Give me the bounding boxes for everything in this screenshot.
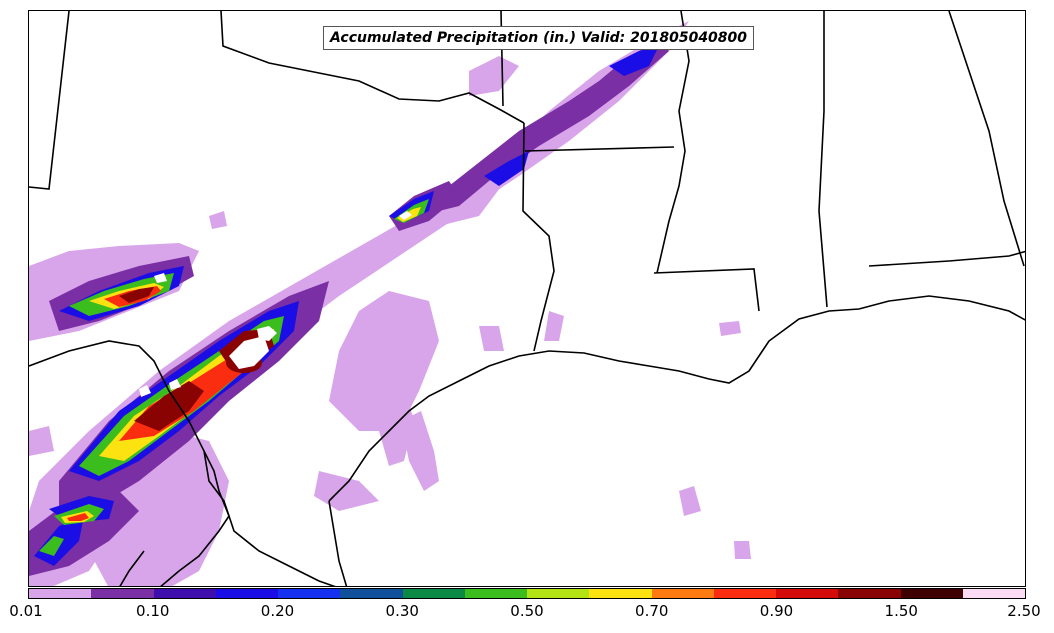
colorbar-tick-label: 0.01 bbox=[9, 602, 43, 620]
colorbar-segment bbox=[713, 589, 776, 598]
colorbar-tick-label: 0.10 bbox=[136, 602, 170, 620]
colorbar-segment bbox=[900, 589, 963, 598]
colorbar-segment bbox=[651, 589, 714, 598]
colorbar-segment bbox=[589, 589, 652, 598]
colorbar-segment bbox=[402, 589, 465, 598]
colorbar-segment bbox=[153, 589, 216, 598]
colorbar-segment bbox=[91, 589, 154, 598]
colorbar-tick-label: 0.70 bbox=[635, 602, 669, 620]
colorbar-segment bbox=[340, 589, 403, 598]
map-title: Accumulated Precipitation (in.) Valid: 2… bbox=[323, 26, 755, 50]
colorbar-tick-label: 0.50 bbox=[510, 602, 544, 620]
colorbar-tick-label: 0.20 bbox=[260, 602, 295, 620]
colorbar bbox=[28, 588, 1026, 599]
colorbar-tick-label: 1.50 bbox=[884, 602, 918, 620]
colorbar-tick-label: 0.90 bbox=[759, 602, 794, 620]
map-canvas bbox=[29, 11, 1025, 586]
colorbar-segment bbox=[464, 589, 527, 598]
colorbar-segment bbox=[278, 589, 341, 598]
precipitation-map: Accumulated Precipitation (in.) Valid: 2… bbox=[28, 10, 1026, 587]
precip-max-cores bbox=[139, 211, 412, 397]
colorbar-segment bbox=[29, 589, 92, 598]
colorbar-tick-label: 2.50 bbox=[1007, 602, 1041, 620]
map-boundaries bbox=[29, 11, 1025, 586]
colorbar-segment bbox=[215, 589, 278, 598]
colorbar-segment bbox=[838, 589, 901, 598]
colorbar-tick-label: 0.30 bbox=[385, 602, 419, 620]
colorbar-segment bbox=[962, 589, 1025, 598]
colorbar-segment bbox=[527, 589, 590, 598]
colorbar-segment bbox=[776, 589, 839, 598]
